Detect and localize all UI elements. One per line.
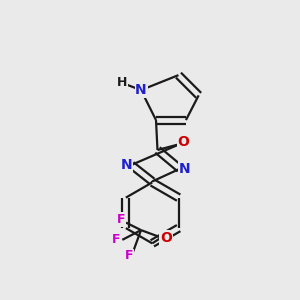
Text: N: N: [179, 162, 190, 176]
Text: N: N: [135, 83, 147, 97]
Text: F: F: [117, 213, 125, 226]
Text: O: O: [160, 231, 172, 244]
Text: F: F: [125, 249, 134, 262]
Text: N: N: [121, 158, 132, 172]
Text: O: O: [177, 135, 189, 149]
Text: H: H: [117, 76, 127, 89]
Text: F: F: [112, 233, 120, 246]
